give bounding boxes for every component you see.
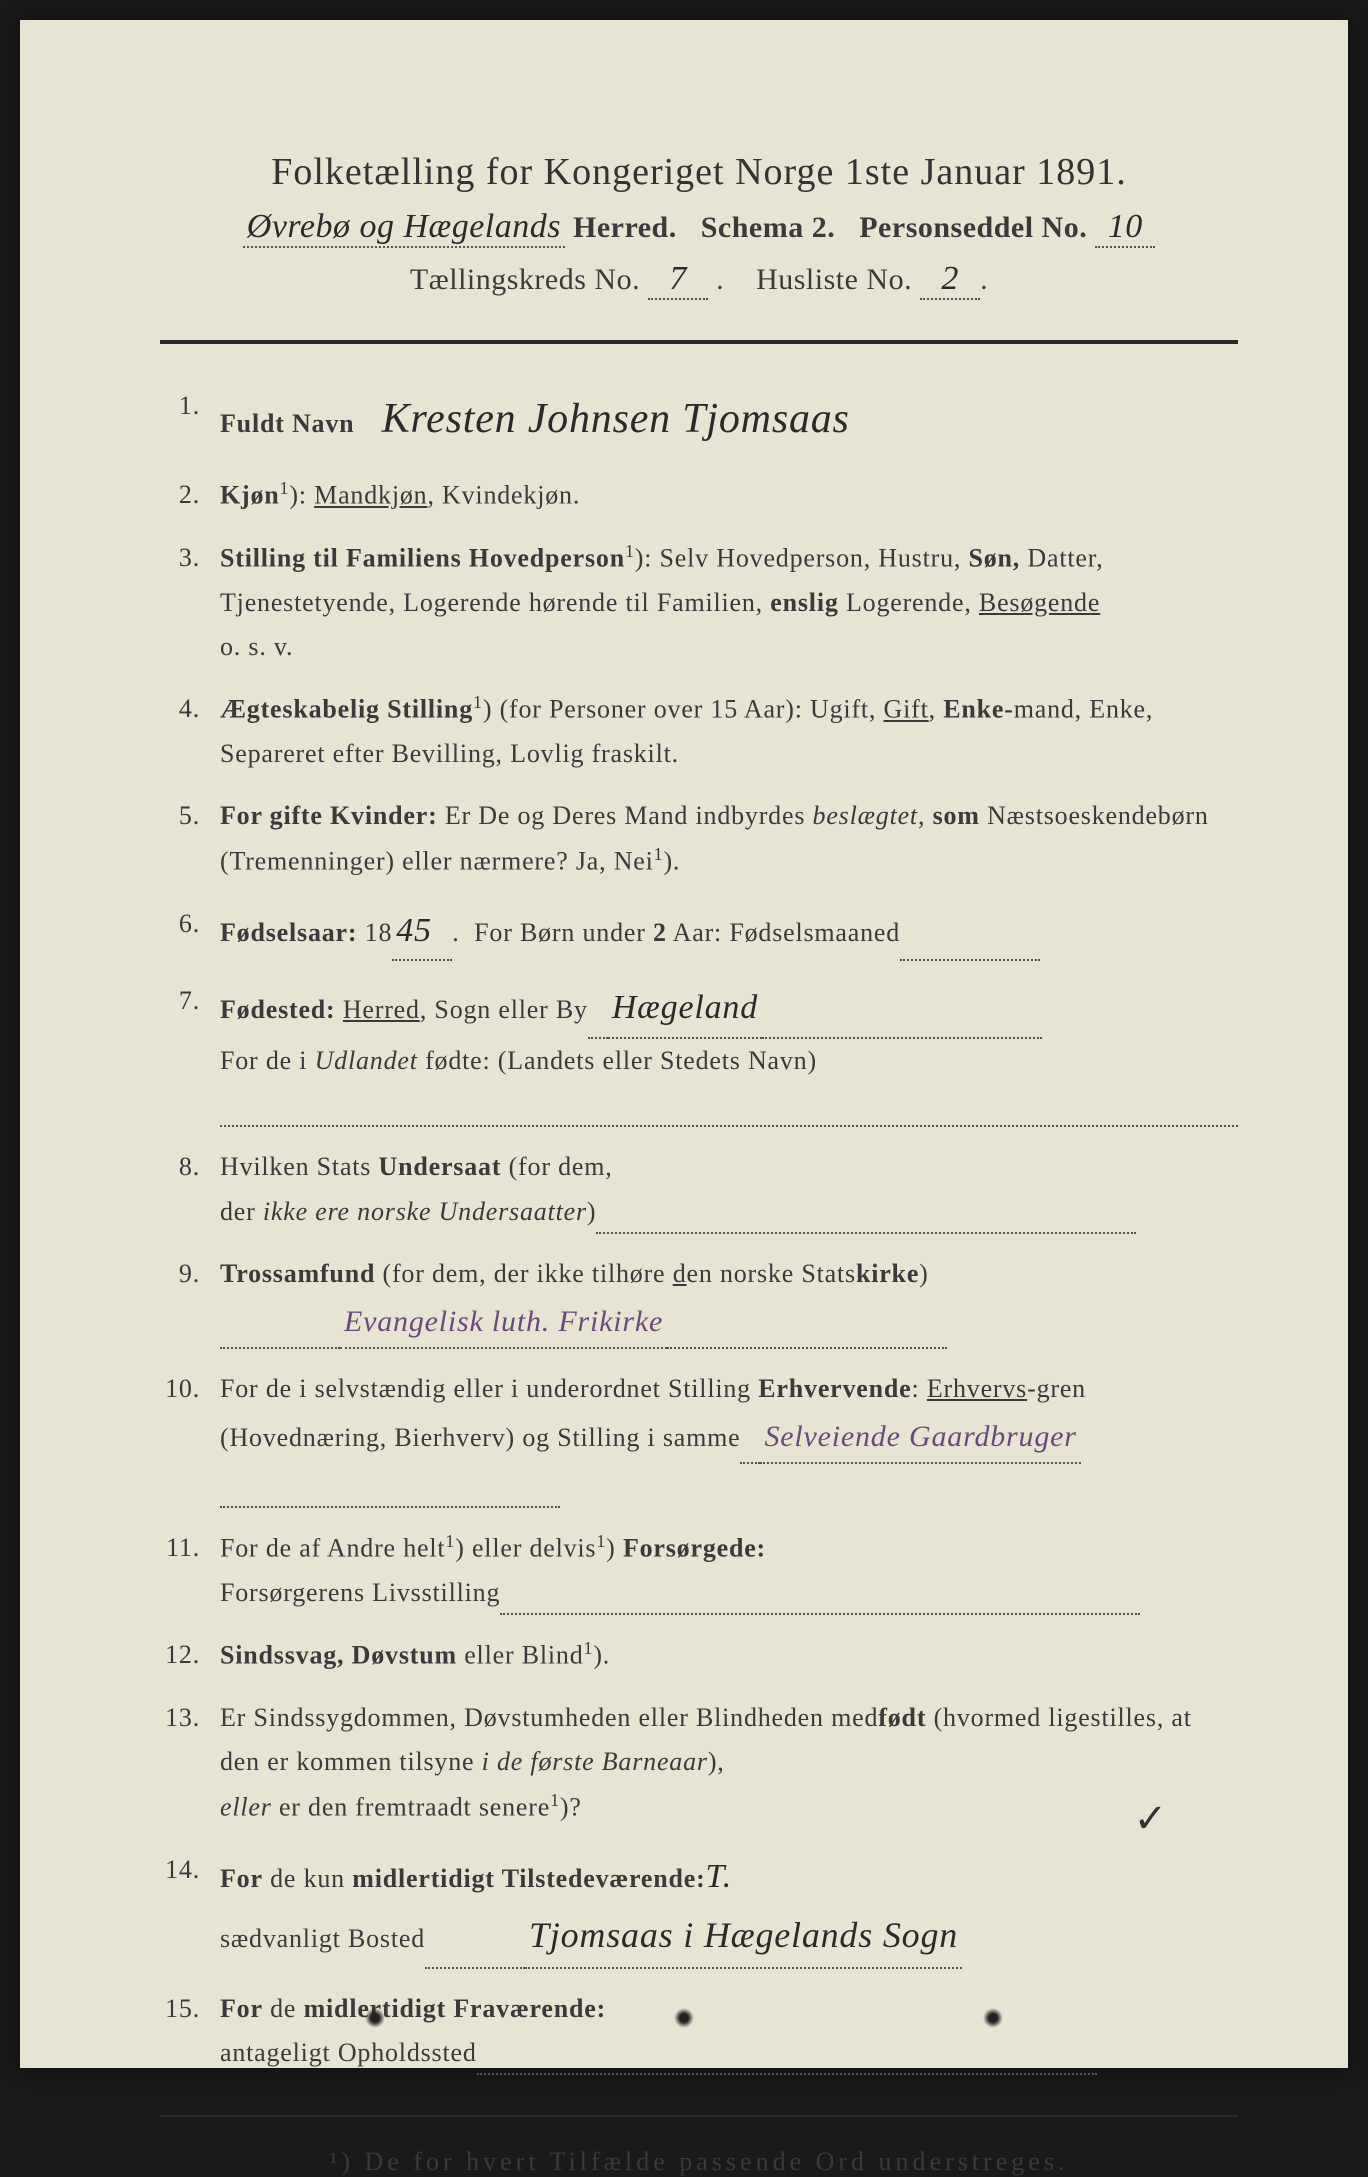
husliste-label: Husliste No.: [756, 263, 912, 296]
field-6-birthyear: 6. Fødselsaar: 1845. For Børn under 2 Aa…: [160, 902, 1238, 962]
field-1-name: 1. Fuldt Navn Kresten Johnsen Tjomsaas: [160, 384, 1238, 455]
field-content: Ægteskabelig Stilling1) (for Personer ov…: [220, 687, 1238, 776]
divider-bottom: [160, 2115, 1238, 2117]
field-num: 15.: [160, 1987, 220, 2075]
field-content: Fødested: Herred, Sogn eller ByHægeland …: [220, 979, 1238, 1127]
hole-icon: [983, 2008, 1003, 2028]
checkmark-icon: ✓: [1134, 1785, 1168, 1853]
field-2-sex: 2. Kjøn1): Mandkjøn, Kvindekjøn.: [160, 473, 1238, 518]
field-num: 13.: [160, 1696, 220, 1829]
birthyear-handwritten: 45: [392, 902, 452, 962]
taellingskreds-no: 7: [648, 260, 708, 300]
field-content: For de midlertidigt Fraværende: antageli…: [220, 1987, 1238, 2075]
herred-handwritten: Øvrebø og Hægelands: [243, 208, 565, 248]
field-11-supported: 11. For de af Andre helt1) eller delvis1…: [160, 1526, 1238, 1615]
divider-top: [160, 340, 1238, 344]
name-handwritten: Kresten Johnsen Tjomsaas: [382, 396, 850, 442]
field-14-temporary-present: 14. For de kun midlertidigt Tilstedevære…: [160, 1848, 1238, 1969]
field-12-disability: 12. Sindssvag, Døvstum eller Blind1).: [160, 1633, 1238, 1678]
residence-handwritten: Tjomsaas i Hægelands Sogn: [525, 1905, 962, 1968]
schema-label: Schema 2.: [701, 211, 836, 244]
form-subheader-1: Øvrebø og Hægelands Herred. Schema 2. Pe…: [160, 208, 1238, 248]
personseddel-no: 10: [1095, 208, 1155, 248]
field-num: 11.: [160, 1526, 220, 1615]
form-subheader-2: Tællingskreds No. 7 . Husliste No. 2.: [160, 260, 1238, 300]
form-header: Folketælling for Kongeriget Norge 1ste J…: [160, 150, 1238, 300]
field-content: For gifte Kvinder: Er De og Deres Mand i…: [220, 794, 1238, 883]
hole-icon: [365, 2008, 385, 2028]
field-content: For de i selvstændig eller i underordnet…: [220, 1367, 1238, 1508]
field-13-congenital: 13. Er Sindssygdommen, Døvstumheden elle…: [160, 1696, 1238, 1829]
field-3-relation: 3. Stilling til Familiens Hovedperson1):…: [160, 536, 1238, 669]
form-title: Folketælling for Kongeriget Norge 1ste J…: [160, 150, 1238, 194]
hole-icon: [674, 2008, 694, 2028]
field-num: 12.: [160, 1633, 220, 1678]
field-content: Sindssvag, Døvstum eller Blind1).: [220, 1633, 1238, 1678]
field-num: 14.: [160, 1848, 220, 1969]
field-content: Fødselsaar: 1845. For Børn under 2 Aar: …: [220, 902, 1238, 962]
field-7-birthplace: 7. Fødested: Herred, Sogn eller ByHægela…: [160, 979, 1238, 1127]
field-num: 4.: [160, 687, 220, 776]
field-15-temporary-absent: 15. For de midlertidigt Fraværende: anta…: [160, 1987, 1238, 2075]
religion-handwritten: Evangelisk luth. Frikirke: [340, 1296, 667, 1349]
field-content: Kjøn1): Mandkjøn, Kvindekjøn.: [220, 473, 1238, 518]
taellingskreds-label: Tællingskreds No.: [410, 263, 640, 296]
field-num: 10.: [160, 1367, 220, 1508]
field-num: 7.: [160, 979, 220, 1127]
field-tail: o. s. v.: [220, 632, 293, 661]
binding-holes: [20, 2008, 1348, 2028]
birthplace-handwritten: Hægeland: [608, 979, 762, 1039]
census-form-page: Folketælling for Kongeriget Norge 1ste J…: [20, 20, 1348, 2068]
field-content: Stilling til Familiens Hovedperson1): Se…: [220, 536, 1238, 669]
husliste-no: 2: [920, 260, 980, 300]
field-8-citizenship: 8. Hvilken Stats Undersaat (for dem, der…: [160, 1145, 1238, 1233]
field-4-marital: 4. Ægteskabelig Stilling1) (for Personer…: [160, 687, 1238, 776]
field-num: 3.: [160, 536, 220, 669]
field-num: 2.: [160, 473, 220, 518]
field-content: For de af Andre helt1) eller delvis1) Fo…: [220, 1526, 1238, 1615]
field-num: 1.: [160, 384, 220, 455]
field-10-occupation: 10. For de i selvstændig eller i underor…: [160, 1367, 1238, 1508]
personseddel-label: Personseddel No.: [859, 211, 1087, 244]
field-content: Hvilken Stats Undersaat (for dem, der ik…: [220, 1145, 1238, 1233]
field-content: Fuldt Navn Kresten Johnsen Tjomsaas: [220, 384, 1238, 455]
field-num: 6.: [160, 902, 220, 962]
field-5-related: 5. For gifte Kvinder: Er De og Deres Man…: [160, 794, 1238, 883]
field-num: 8.: [160, 1145, 220, 1233]
footnote: ¹) De for hvert Tilfælde passende Ord un…: [160, 2147, 1238, 2177]
occupation-handwritten: Selveiende Gaardbruger: [760, 1411, 1080, 1464]
field-content: Trossamfund (for dem, der ikke tilhøre d…: [220, 1252, 1238, 1349]
field-content: Er Sindssygdommen, Døvstumheden eller Bl…: [220, 1696, 1238, 1829]
field-content: For de kun midlertidigt Tilstedeværende:…: [220, 1848, 1238, 1969]
field-label: Fuldt Navn: [220, 409, 354, 438]
herred-label: Herred.: [573, 211, 677, 244]
field-9-religion: 9. Trossamfund (for dem, der ikke tilhør…: [160, 1252, 1238, 1349]
field-num: 9.: [160, 1252, 220, 1349]
field-num: 5.: [160, 794, 220, 883]
